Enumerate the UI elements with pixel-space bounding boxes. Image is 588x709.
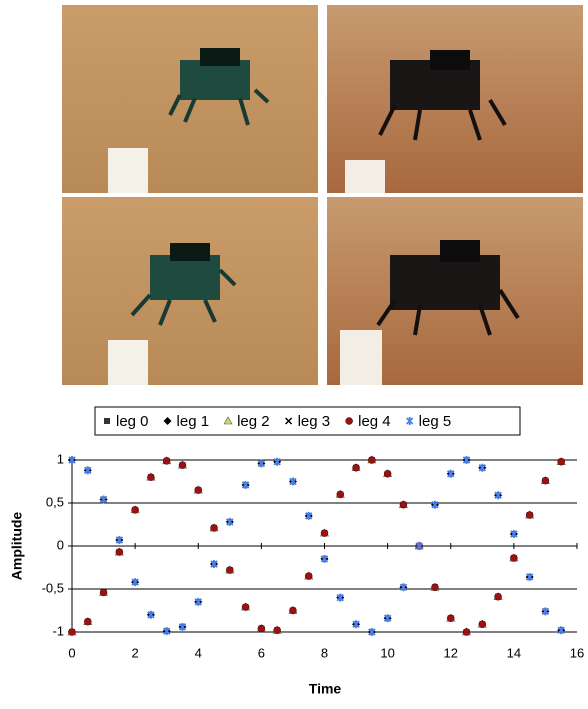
y-tick-label: -1 <box>52 623 64 638</box>
marker <box>69 629 76 636</box>
y-tick-label: 0 <box>57 537 64 552</box>
marker <box>558 458 565 465</box>
marker <box>116 549 123 556</box>
x-tick-label: 2 <box>132 645 139 660</box>
marker <box>384 470 391 477</box>
x-tick-label: 0 <box>68 645 75 660</box>
legend-label: leg 1 <box>177 413 210 430</box>
marker <box>526 512 533 519</box>
legend-label: leg 5 <box>419 413 452 430</box>
marker <box>179 462 186 469</box>
marker <box>431 584 438 591</box>
y-tick-label: -0,5 <box>42 580 64 595</box>
legend-label: leg 3 <box>298 413 331 430</box>
photo-sim-2 <box>62 197 318 385</box>
y-axis-label: Amplitude <box>9 512 25 581</box>
marker <box>305 573 312 580</box>
marker <box>463 629 470 636</box>
x-tick-label: 4 <box>195 645 202 660</box>
marker <box>100 589 107 596</box>
y-tick-label: 0,5 <box>46 494 64 509</box>
legend-label: leg 4 <box>358 413 391 430</box>
legend-label: leg 2 <box>237 413 270 430</box>
marker <box>510 555 517 562</box>
marker <box>242 604 249 611</box>
marker <box>542 477 549 484</box>
x-tick-label: 6 <box>258 645 265 660</box>
marker <box>400 501 407 508</box>
marker <box>447 615 454 622</box>
marker <box>195 487 202 494</box>
marker <box>353 464 360 471</box>
marker <box>289 607 296 614</box>
figure: Time Amplitude -1-0,500,510246810121416l… <box>0 0 588 704</box>
marker <box>147 474 154 481</box>
legend-marker <box>346 418 353 425</box>
legend-label: leg 0 <box>116 413 149 430</box>
x-tick-label: 12 <box>444 645 458 660</box>
x-tick-label: 10 <box>380 645 394 660</box>
marker <box>368 457 375 464</box>
photo-sim-1 <box>62 5 318 193</box>
marker <box>84 618 91 625</box>
marker <box>495 593 502 600</box>
marker <box>479 621 486 628</box>
marker <box>274 627 281 634</box>
x-tick-label: 14 <box>507 645 521 660</box>
marker <box>258 625 265 632</box>
x-tick-label: 8 <box>321 645 328 660</box>
marker <box>211 524 218 531</box>
marker <box>226 567 233 574</box>
marker <box>337 491 344 498</box>
photo-real-2 <box>327 197 583 385</box>
y-tick-label: 1 <box>57 451 64 466</box>
x-tick-label: 16 <box>570 645 584 660</box>
marker <box>163 457 170 464</box>
photo-real-1 <box>327 5 583 193</box>
legend-marker <box>104 418 110 424</box>
x-axis-label: Time <box>309 681 342 697</box>
marker <box>321 530 328 537</box>
marker <box>132 506 139 513</box>
